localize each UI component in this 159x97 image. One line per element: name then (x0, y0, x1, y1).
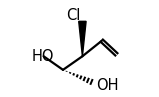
Text: HO: HO (32, 49, 55, 64)
Polygon shape (79, 21, 86, 56)
Text: Cl: Cl (66, 8, 81, 23)
Text: OH: OH (96, 78, 118, 93)
